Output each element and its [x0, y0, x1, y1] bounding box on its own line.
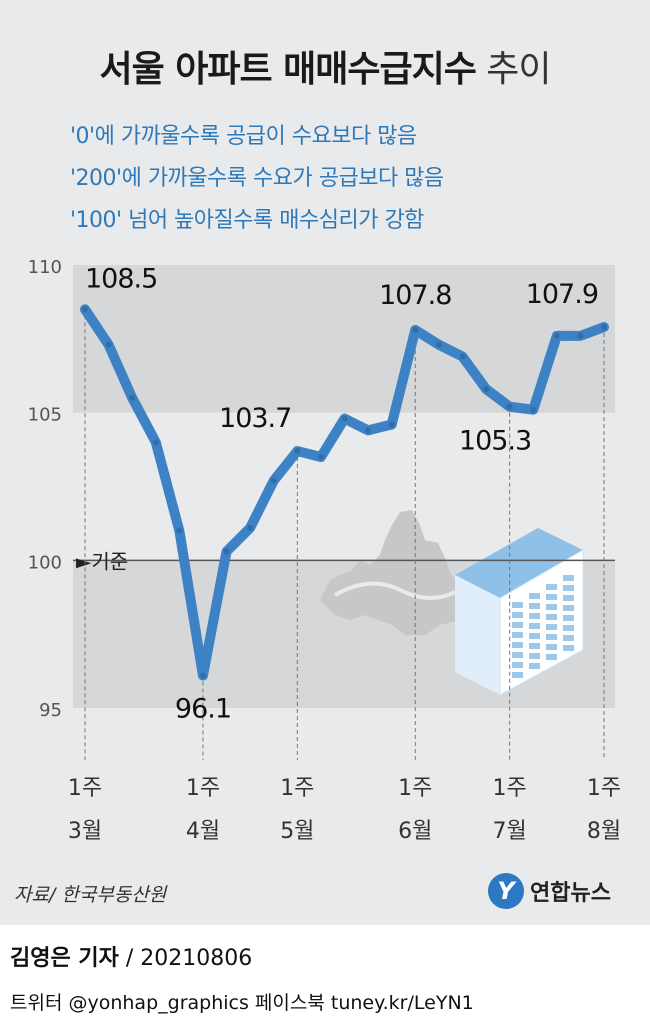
data-point-14	[412, 326, 419, 333]
data-point-2	[129, 394, 136, 401]
apartment-building-illustration	[455, 528, 584, 696]
x-tick-month-14: 6월	[398, 819, 432, 844]
data-point-16	[459, 353, 466, 360]
data-point-4	[176, 527, 183, 534]
x-tick-month-22: 8월	[587, 819, 621, 844]
data-point-3	[152, 439, 159, 446]
x-tick-month-0: 3월	[68, 819, 102, 844]
data-point-18	[506, 403, 513, 410]
y-tick-100: 100	[28, 552, 62, 573]
data-point-9	[294, 448, 301, 455]
data-label-14: 107.8	[379, 280, 451, 311]
data-label-5: 96.1	[175, 694, 231, 725]
x-tick-week-18: 1주	[493, 776, 527, 801]
data-labels: 108.5 96.1 103.7 107.8 105.3 107.9	[85, 263, 599, 725]
title-main: 서울 아파트 매매수급지수	[99, 49, 476, 90]
x-tick-week-0: 1주	[68, 776, 102, 801]
y-tick-110: 110	[28, 257, 62, 278]
yonhap-logo-text: 연합뉴스	[530, 881, 611, 906]
band-upper	[73, 265, 615, 413]
data-point-7	[247, 524, 254, 531]
social-line: 트위터 @yonhap_graphics 페이스북 tuney.kr/LeYN1	[10, 992, 474, 1014]
data-point-21	[577, 332, 584, 339]
data-point-17	[483, 386, 490, 393]
data-point-20	[553, 332, 560, 339]
data-label-0: 108.5	[85, 263, 157, 294]
y-axis-ticks: 95 100 105 110	[28, 257, 62, 721]
series-points	[82, 306, 607, 679]
data-label-19: 105.3	[459, 426, 531, 457]
data-point-5	[199, 672, 206, 679]
data-point-11	[341, 415, 348, 422]
title-sub: 추이	[486, 49, 551, 90]
data-point-15	[435, 341, 442, 348]
data-point-12	[365, 427, 372, 434]
line-chart: 95 100 105 110 ►기준 108.5 96.1 103.7 107.8 105.3…	[28, 257, 621, 844]
x-tick-week-5: 1주	[186, 776, 220, 801]
x-tick-month-5: 4월	[186, 819, 220, 844]
x-tick-month-9: 5월	[280, 819, 314, 844]
data-label-9: 103.7	[219, 403, 291, 434]
x-tick-week-14: 1주	[398, 776, 432, 801]
yonhap-logo: Y 연합뉴스	[488, 871, 611, 911]
data-point-10	[317, 453, 324, 460]
source-note: 자료/ 한국부동산원	[14, 884, 167, 906]
x-axis-ticks: 1주 3월 1주 4월 1주 5월 1주 6월 1주 7월 1주 8월	[68, 776, 621, 844]
data-point-22	[601, 324, 607, 331]
x-tick-month-18: 7월	[493, 819, 527, 844]
x-tick-week-9: 1주	[280, 776, 314, 801]
data-point-1	[105, 341, 112, 348]
data-label-22: 107.9	[526, 279, 598, 310]
baseline-label: ►기준	[76, 549, 128, 573]
month-guides	[84, 315, 605, 760]
data-point-6	[223, 548, 230, 555]
note-line-1: '0'에 가까울수록 공급이 수요보다 많음	[70, 124, 417, 149]
data-point-13	[388, 421, 395, 428]
note-line-2: '200'에 가까울수록 수요가 공급보다 많음	[70, 166, 444, 191]
note-line-3: '100' 넘어 높아질수록 매수심리가 강함	[70, 208, 424, 233]
chart-title: 서울 아파트 매매수급지수 추이	[0, 40, 650, 92]
y-tick-95: 95	[39, 700, 62, 721]
yonhap-logo-icon: Y	[488, 873, 524, 909]
data-point-19	[530, 406, 537, 413]
seoul-map-illustration	[320, 510, 470, 635]
data-point-8	[270, 477, 277, 484]
x-tick-week-22: 1주	[587, 776, 621, 801]
y-tick-105: 105	[28, 405, 62, 426]
credit-name: 김영은 기자	[10, 946, 119, 971]
credit-date: / 20210806	[125, 946, 253, 971]
credit-line: 김영은 기자 / 20210806	[10, 940, 252, 972]
data-point-0	[82, 306, 88, 313]
infographic-card	[0, 0, 650, 925]
